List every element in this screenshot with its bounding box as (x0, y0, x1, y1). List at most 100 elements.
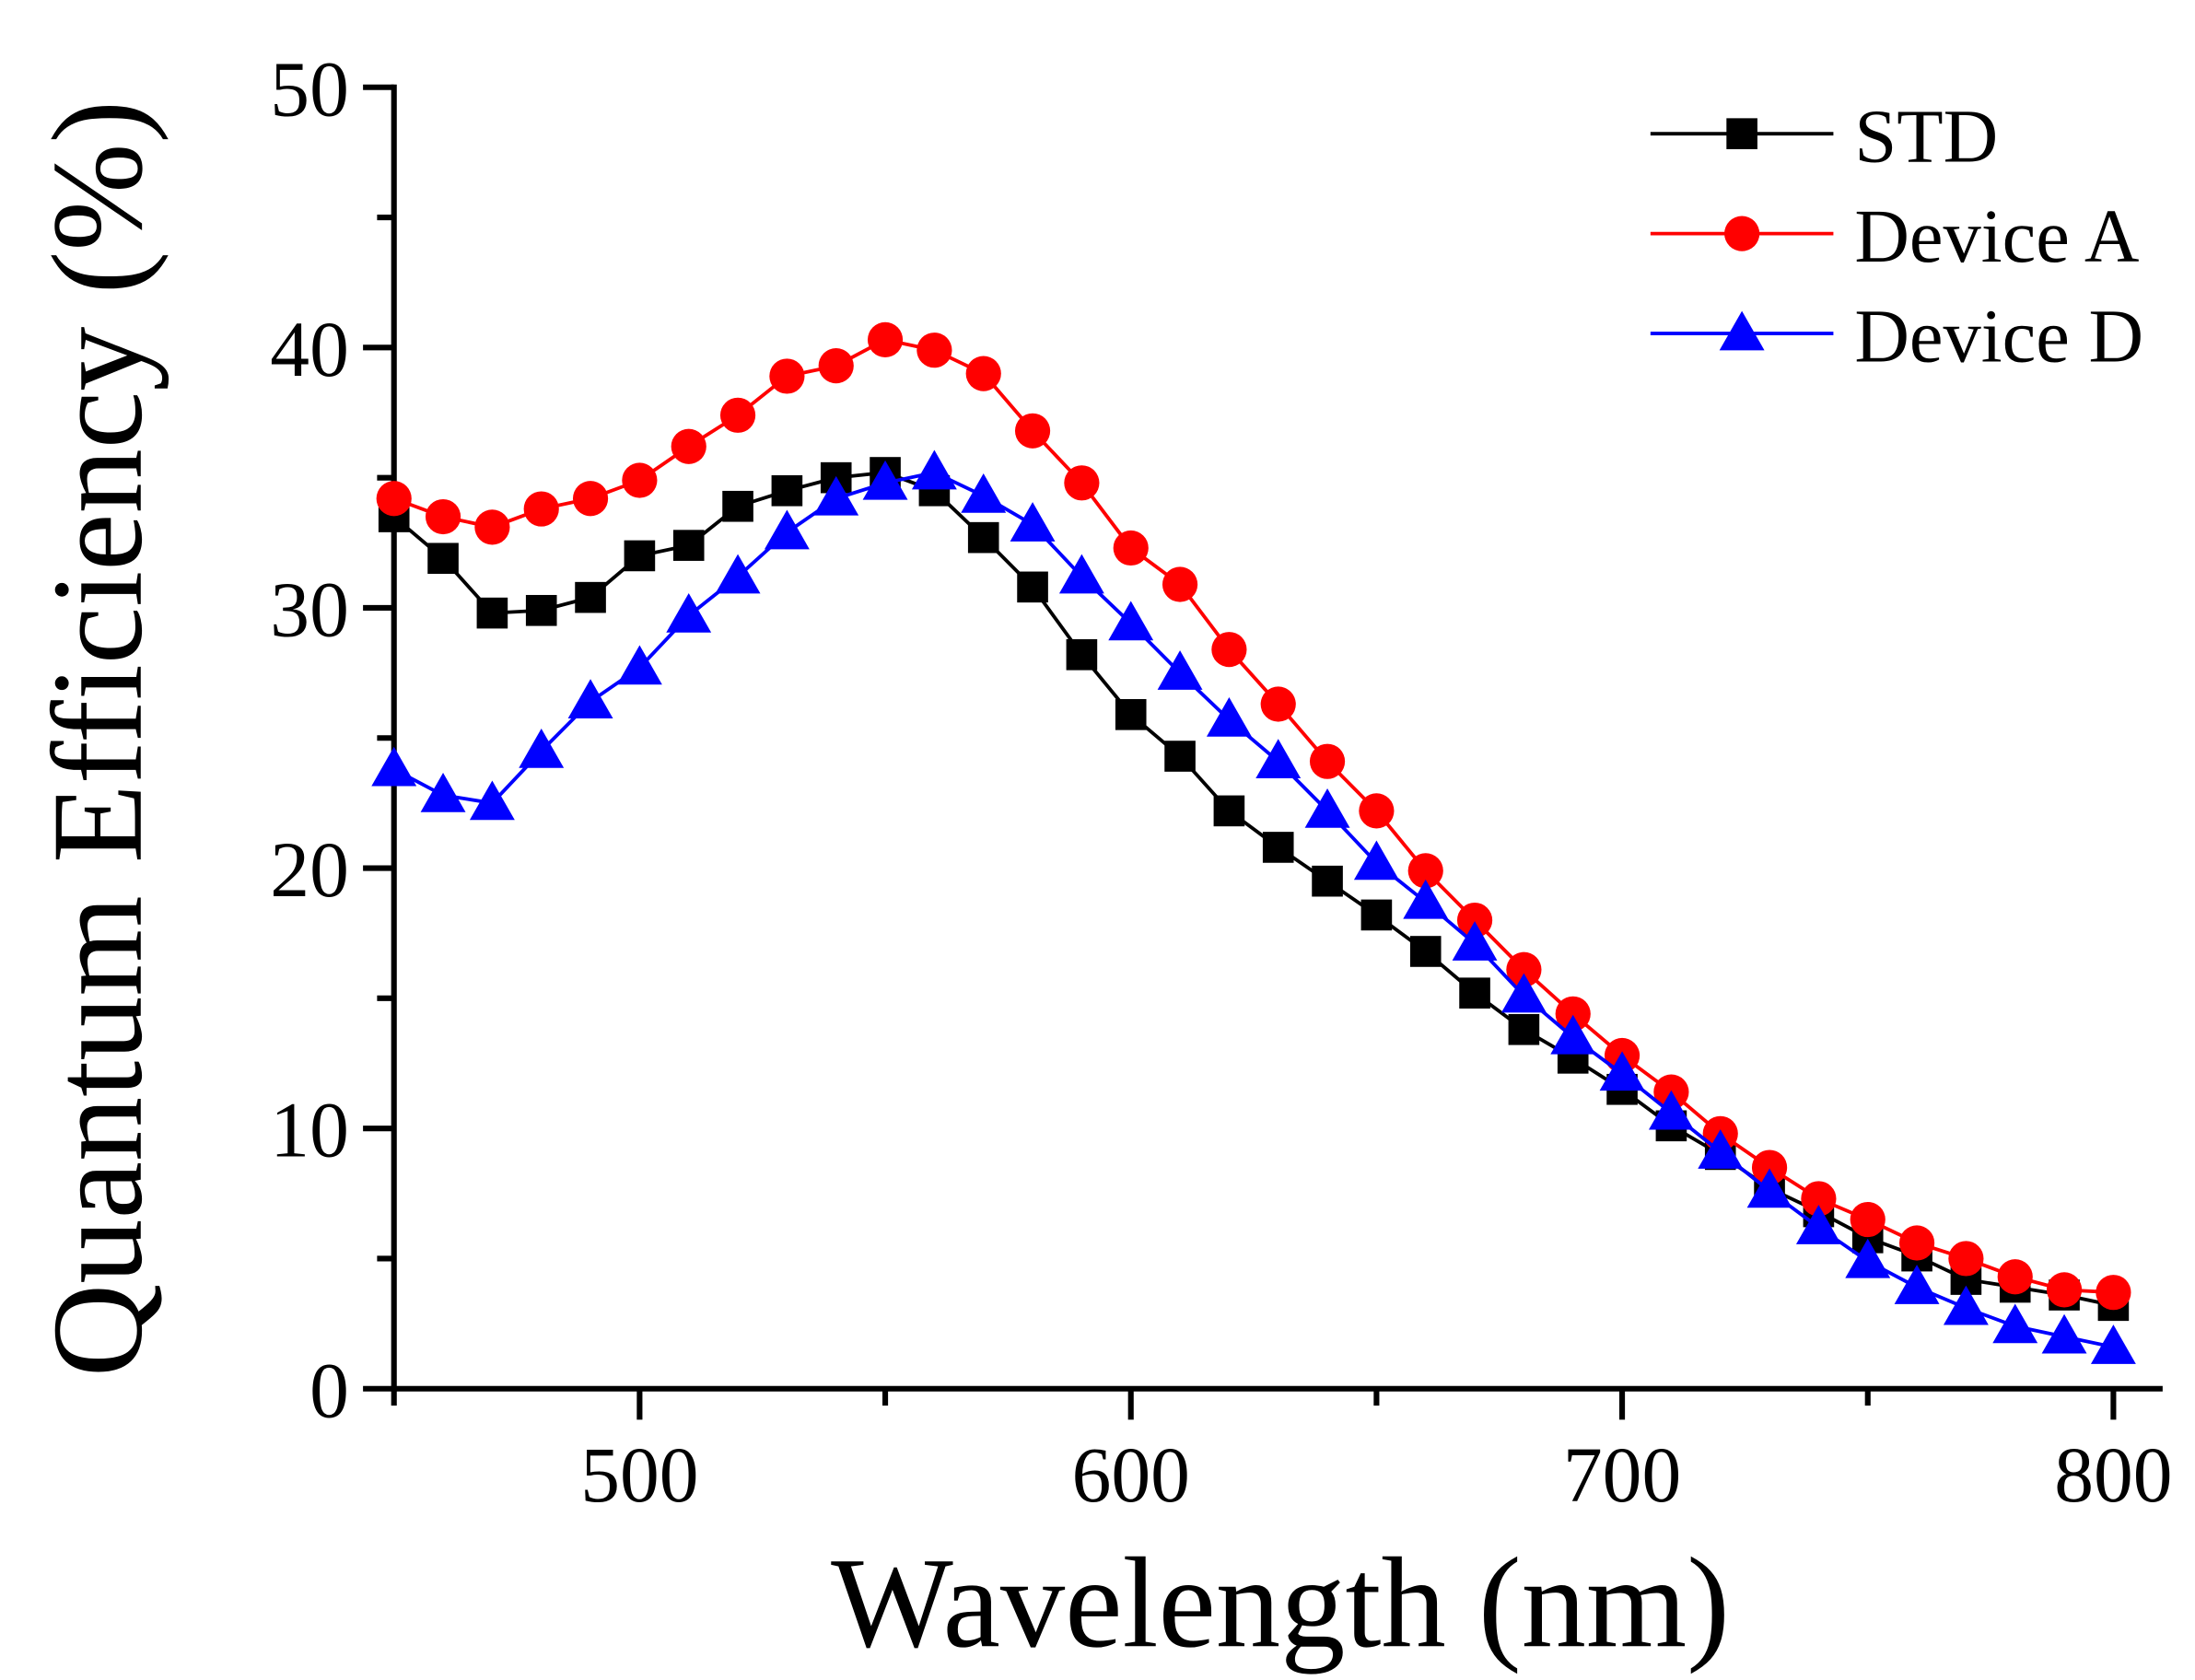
data-point-device-a (1407, 853, 1443, 889)
data-point-std (1508, 1013, 1540, 1045)
data-point-device-d (1599, 1051, 1645, 1091)
data-point-device-a (818, 348, 854, 384)
legend-marker (1719, 310, 1765, 351)
legend: STD Device A Device D (1650, 95, 2143, 379)
data-point-device-d (1746, 1168, 1792, 1208)
data-point-device-a (1555, 996, 1591, 1032)
data-point-device-d (1550, 1014, 1596, 1055)
data-point-device-d (1403, 879, 1449, 919)
data-point-device-a (1359, 793, 1395, 829)
data-point-device-d (1108, 601, 1154, 641)
data-point-device-d (1698, 1129, 1744, 1169)
series-device-a (376, 321, 2131, 1311)
data-point-std (525, 594, 557, 626)
axes: 0 10 20 30 40 50 500 600 700 800 (270, 45, 2172, 1519)
data-point-device-d (420, 772, 466, 812)
x-tick-label: 500 (580, 1431, 698, 1519)
data-point-device-a (1801, 1181, 1837, 1217)
data-point-device-a (965, 356, 1001, 391)
data-point-std (967, 521, 999, 554)
data-point-std (771, 474, 803, 507)
data-point-device-a (1948, 1241, 1984, 1277)
legend-marker (1724, 216, 1760, 251)
y-tick-label: 0 (309, 1347, 349, 1434)
data-point-device-d (1452, 921, 1498, 961)
data-point-std (672, 530, 705, 561)
data-point-device-a (1211, 632, 1247, 668)
data-point-std (722, 490, 753, 522)
data-point-device-a (2046, 1272, 2083, 1308)
legend-marker (1726, 118, 1757, 149)
data-point-device-a (2096, 1275, 2131, 1311)
data-point-device-d (519, 728, 565, 768)
data-point-device-a (1014, 413, 1051, 449)
data-point-device-d (1058, 554, 1104, 594)
data-point-device-a (474, 509, 510, 545)
data-point-device-d (813, 475, 859, 516)
data-point-device-d (1845, 1238, 1891, 1278)
data-point-device-d (2041, 1313, 2087, 1354)
data-point-device-a (1997, 1259, 2033, 1295)
data-point-device-a (1898, 1225, 1935, 1261)
data-point-device-d (1992, 1303, 2038, 1344)
x-tick-label: 800 (2054, 1431, 2172, 1519)
data-point-device-a (1506, 951, 1542, 987)
series-device-d (371, 449, 2136, 1364)
data-point-std (575, 581, 606, 613)
data-point-device-a (376, 481, 412, 517)
data-point-device-d (1894, 1265, 1940, 1304)
data-point-std (1213, 795, 1245, 827)
data-point-device-d (1010, 502, 1056, 542)
data-point-device-a (1456, 902, 1493, 939)
data-point-std (1312, 865, 1343, 897)
x-tick-label: 700 (1563, 1431, 1681, 1519)
data-point-device-d (911, 449, 957, 490)
data-point-device-a (1850, 1201, 1886, 1238)
data-point-std (1066, 639, 1098, 671)
series-std (378, 457, 2130, 1322)
data-point-device-d (1500, 973, 1547, 1013)
x-tick-label: 600 (1072, 1431, 1190, 1519)
data-point-device-d (1648, 1090, 1694, 1130)
data-point-device-a (1751, 1149, 1788, 1185)
data-point-std (1409, 936, 1442, 967)
data-point-device-a (523, 491, 559, 527)
legend-label: Device A (1854, 194, 2139, 278)
data-point-device-a (1113, 530, 1149, 566)
data-point-device-d (862, 460, 908, 500)
legend-label: Device D (1854, 295, 2143, 379)
data-point-device-d (1943, 1285, 1989, 1325)
legend-item-std: STD (1650, 95, 1998, 179)
data-point-device-a (1260, 686, 1296, 722)
data-point-device-d (1353, 840, 1399, 881)
data-point-device-a (572, 481, 609, 517)
data-point-device-d (1206, 697, 1252, 737)
data-point-std (1115, 699, 1147, 730)
data-point-device-a (622, 462, 658, 498)
data-point-device-a (867, 321, 904, 357)
data-point-device-d (371, 746, 417, 787)
data-point-device-d (567, 679, 613, 719)
x-axis-label: Wavelength (nm) (831, 1532, 1730, 1674)
data-point-device-a (1162, 566, 1198, 602)
y-axis-label: Quantum Efficiency (%) (27, 100, 169, 1377)
data-point-device-d (616, 645, 662, 685)
data-point-std (1360, 899, 1393, 931)
data-point-std (624, 540, 656, 572)
data-point-device-a (769, 358, 805, 394)
y-tick-label: 40 (270, 306, 349, 393)
data-point-device-d (715, 554, 761, 594)
data-point-device-a (671, 428, 706, 464)
data-point-device-d (469, 780, 515, 821)
data-point-std (1164, 741, 1196, 772)
y-tick-label: 50 (270, 45, 349, 133)
data-point-device-d (1157, 650, 1203, 690)
legend-label: STD (1854, 95, 1998, 179)
data-point-std (476, 597, 508, 629)
data-point-std (1262, 832, 1294, 863)
data-point-device-d (2090, 1324, 2136, 1364)
data-point-device-d (961, 472, 1007, 513)
plot-series (371, 321, 2136, 1364)
data-point-device-a (719, 397, 756, 433)
